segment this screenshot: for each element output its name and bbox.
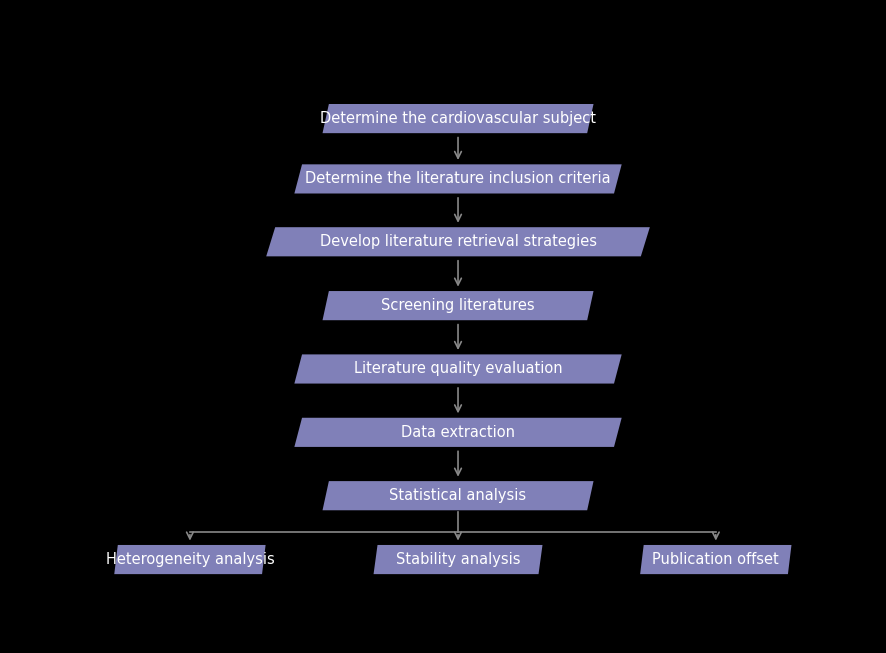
Text: Data extraction: Data extraction — [400, 425, 515, 440]
Polygon shape — [373, 545, 542, 574]
Polygon shape — [323, 104, 593, 133]
Polygon shape — [114, 545, 265, 574]
Polygon shape — [640, 545, 790, 574]
Text: Heterogeneity analysis: Heterogeneity analysis — [105, 552, 274, 567]
Text: Stability analysis: Stability analysis — [395, 552, 520, 567]
Polygon shape — [294, 165, 621, 193]
Polygon shape — [323, 481, 593, 510]
Text: Literature quality evaluation: Literature quality evaluation — [354, 362, 562, 377]
Polygon shape — [266, 227, 649, 257]
Polygon shape — [294, 418, 621, 447]
Text: Publication offset: Publication offset — [652, 552, 778, 567]
Text: Statistical analysis: Statistical analysis — [389, 488, 526, 503]
Text: Screening literatures: Screening literatures — [381, 298, 534, 313]
Text: Determine the literature inclusion criteria: Determine the literature inclusion crite… — [305, 172, 610, 186]
Text: Determine the cardiovascular subject: Determine the cardiovascular subject — [320, 111, 595, 126]
Polygon shape — [323, 291, 593, 320]
Text: Develop literature retrieval strategies: Develop literature retrieval strategies — [319, 234, 596, 249]
Polygon shape — [294, 355, 621, 383]
